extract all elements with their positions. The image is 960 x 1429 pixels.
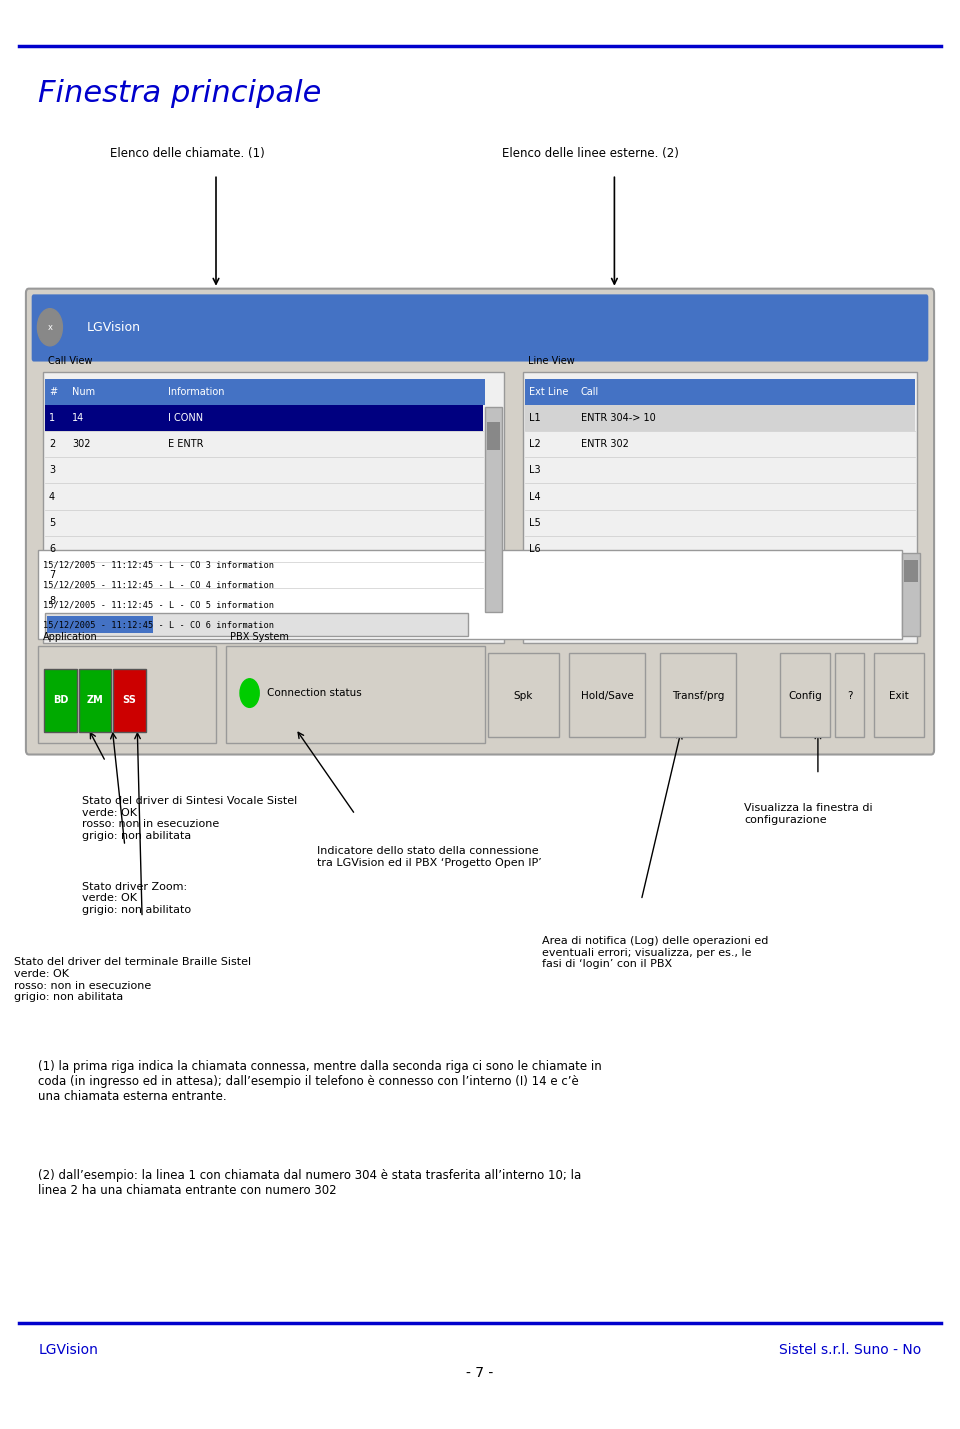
Text: L5: L5 xyxy=(529,517,540,527)
Text: Spk: Spk xyxy=(514,692,533,700)
Text: SS: SS xyxy=(123,696,136,704)
FancyBboxPatch shape xyxy=(902,553,920,636)
FancyBboxPatch shape xyxy=(45,613,468,636)
Text: Area di notifica (Log) delle operazioni ed
eventuali errori; visualizza, per es.: Area di notifica (Log) delle operazioni … xyxy=(542,936,769,969)
Text: Sistel s.r.l. Suno - No: Sistel s.r.l. Suno - No xyxy=(780,1343,922,1358)
Text: Elenco delle chiamate. (1): Elenco delle chiamate. (1) xyxy=(109,147,265,160)
Text: 4: 4 xyxy=(49,492,55,502)
FancyBboxPatch shape xyxy=(780,653,830,737)
Text: ZM: ZM xyxy=(86,696,104,704)
FancyBboxPatch shape xyxy=(113,669,146,732)
Text: Application: Application xyxy=(43,632,98,642)
Circle shape xyxy=(240,679,259,707)
Text: Indicatore dello stato della connessione
tra LGVision ed il PBX ‘Progetto Open I: Indicatore dello stato della connessione… xyxy=(317,846,541,867)
FancyBboxPatch shape xyxy=(38,550,902,639)
Text: Finestra principale: Finestra principale xyxy=(38,79,322,107)
FancyBboxPatch shape xyxy=(835,653,864,737)
Text: BD: BD xyxy=(53,696,68,704)
FancyBboxPatch shape xyxy=(525,379,915,404)
FancyBboxPatch shape xyxy=(45,379,485,404)
Text: L6: L6 xyxy=(529,544,540,554)
Text: Visualizza la finestra di
configurazione: Visualizza la finestra di configurazione xyxy=(744,803,873,825)
Text: 3: 3 xyxy=(49,466,55,476)
Text: #: # xyxy=(49,387,57,397)
Text: 302: 302 xyxy=(72,439,90,449)
FancyBboxPatch shape xyxy=(487,422,500,450)
Text: L1: L1 xyxy=(529,413,540,423)
Text: LGVision: LGVision xyxy=(38,1343,98,1358)
Text: Num: Num xyxy=(72,387,95,397)
Text: Transf/prg: Transf/prg xyxy=(672,692,725,700)
FancyBboxPatch shape xyxy=(32,294,928,362)
Text: 15/12/2005 - 11:12:45 - L - CO 4 information: 15/12/2005 - 11:12:45 - L - CO 4 informa… xyxy=(43,580,275,589)
Text: LGVision: LGVision xyxy=(86,320,140,334)
Text: Elenco delle linee esterne. (2): Elenco delle linee esterne. (2) xyxy=(502,147,679,160)
Text: Stato del driver del terminale Braille Sistel
verde: OK
rosso: non in esecuzione: Stato del driver del terminale Braille S… xyxy=(14,957,252,1002)
Text: Hold/Save: Hold/Save xyxy=(581,692,634,700)
Text: 7: 7 xyxy=(49,570,56,580)
Text: x: x xyxy=(47,323,53,332)
FancyBboxPatch shape xyxy=(569,653,645,737)
FancyBboxPatch shape xyxy=(523,372,917,643)
FancyBboxPatch shape xyxy=(226,646,485,743)
FancyBboxPatch shape xyxy=(47,616,153,633)
Text: (2) dall’esempio: la linea 1 con chiamata dal numero 304 è stata trasferita all’: (2) dall’esempio: la linea 1 con chiamat… xyxy=(38,1169,582,1198)
FancyBboxPatch shape xyxy=(38,646,216,743)
Text: ENTR 304-> 10: ENTR 304-> 10 xyxy=(581,413,656,423)
Text: Stato driver Zoom:
verde: OK
grigio: non abilitato: Stato driver Zoom: verde: OK grigio: non… xyxy=(82,882,191,915)
Text: 15/12/2005 - 11:12:45 - L - CO 3 information: 15/12/2005 - 11:12:45 - L - CO 3 informa… xyxy=(43,560,275,569)
Text: 15/12/2005 - 11:12:45 - L - CO 6 information: 15/12/2005 - 11:12:45 - L - CO 6 informa… xyxy=(43,620,275,629)
Text: I CONN: I CONN xyxy=(168,413,204,423)
Text: Line View: Line View xyxy=(528,356,575,366)
Text: 6: 6 xyxy=(49,544,55,554)
FancyBboxPatch shape xyxy=(488,653,559,737)
FancyBboxPatch shape xyxy=(485,407,502,612)
Text: Config: Config xyxy=(788,692,823,700)
Text: E ENTR: E ENTR xyxy=(168,439,204,449)
Text: Connection status: Connection status xyxy=(267,689,362,697)
Circle shape xyxy=(37,309,62,346)
Text: ?: ? xyxy=(847,692,852,700)
FancyBboxPatch shape xyxy=(43,372,504,643)
FancyBboxPatch shape xyxy=(26,289,934,755)
Text: Call: Call xyxy=(581,387,599,397)
Text: - 7 -: - 7 - xyxy=(467,1366,493,1380)
FancyBboxPatch shape xyxy=(874,653,924,737)
FancyBboxPatch shape xyxy=(660,653,736,737)
Text: 5: 5 xyxy=(49,517,56,527)
FancyBboxPatch shape xyxy=(79,669,111,732)
Text: Exit: Exit xyxy=(889,692,908,700)
FancyBboxPatch shape xyxy=(45,404,483,432)
FancyBboxPatch shape xyxy=(44,669,77,732)
Text: (1) la prima riga indica la chiamata connessa, mentre dalla seconda riga ci sono: (1) la prima riga indica la chiamata con… xyxy=(38,1060,602,1103)
FancyBboxPatch shape xyxy=(525,404,915,432)
Text: 2: 2 xyxy=(49,439,56,449)
Text: L2: L2 xyxy=(529,439,540,449)
Text: Call View: Call View xyxy=(48,356,92,366)
Text: Ext Line: Ext Line xyxy=(529,387,568,397)
Text: PBX System: PBX System xyxy=(230,632,289,642)
Text: 15/12/2005 - 11:12:45 - L - CO 5 information: 15/12/2005 - 11:12:45 - L - CO 5 informa… xyxy=(43,600,275,609)
Text: Stato del driver di Sintesi Vocale Sistel
verde: OK
rosso: non in esecuzione
gri: Stato del driver di Sintesi Vocale Siste… xyxy=(82,796,297,840)
Text: 1: 1 xyxy=(49,413,55,423)
Text: 8: 8 xyxy=(49,596,55,606)
Text: L4: L4 xyxy=(529,492,540,502)
FancyBboxPatch shape xyxy=(904,560,918,582)
Text: Information: Information xyxy=(168,387,225,397)
Text: ENTR 302: ENTR 302 xyxy=(581,439,629,449)
Text: 14: 14 xyxy=(72,413,84,423)
Text: L3: L3 xyxy=(529,466,540,476)
